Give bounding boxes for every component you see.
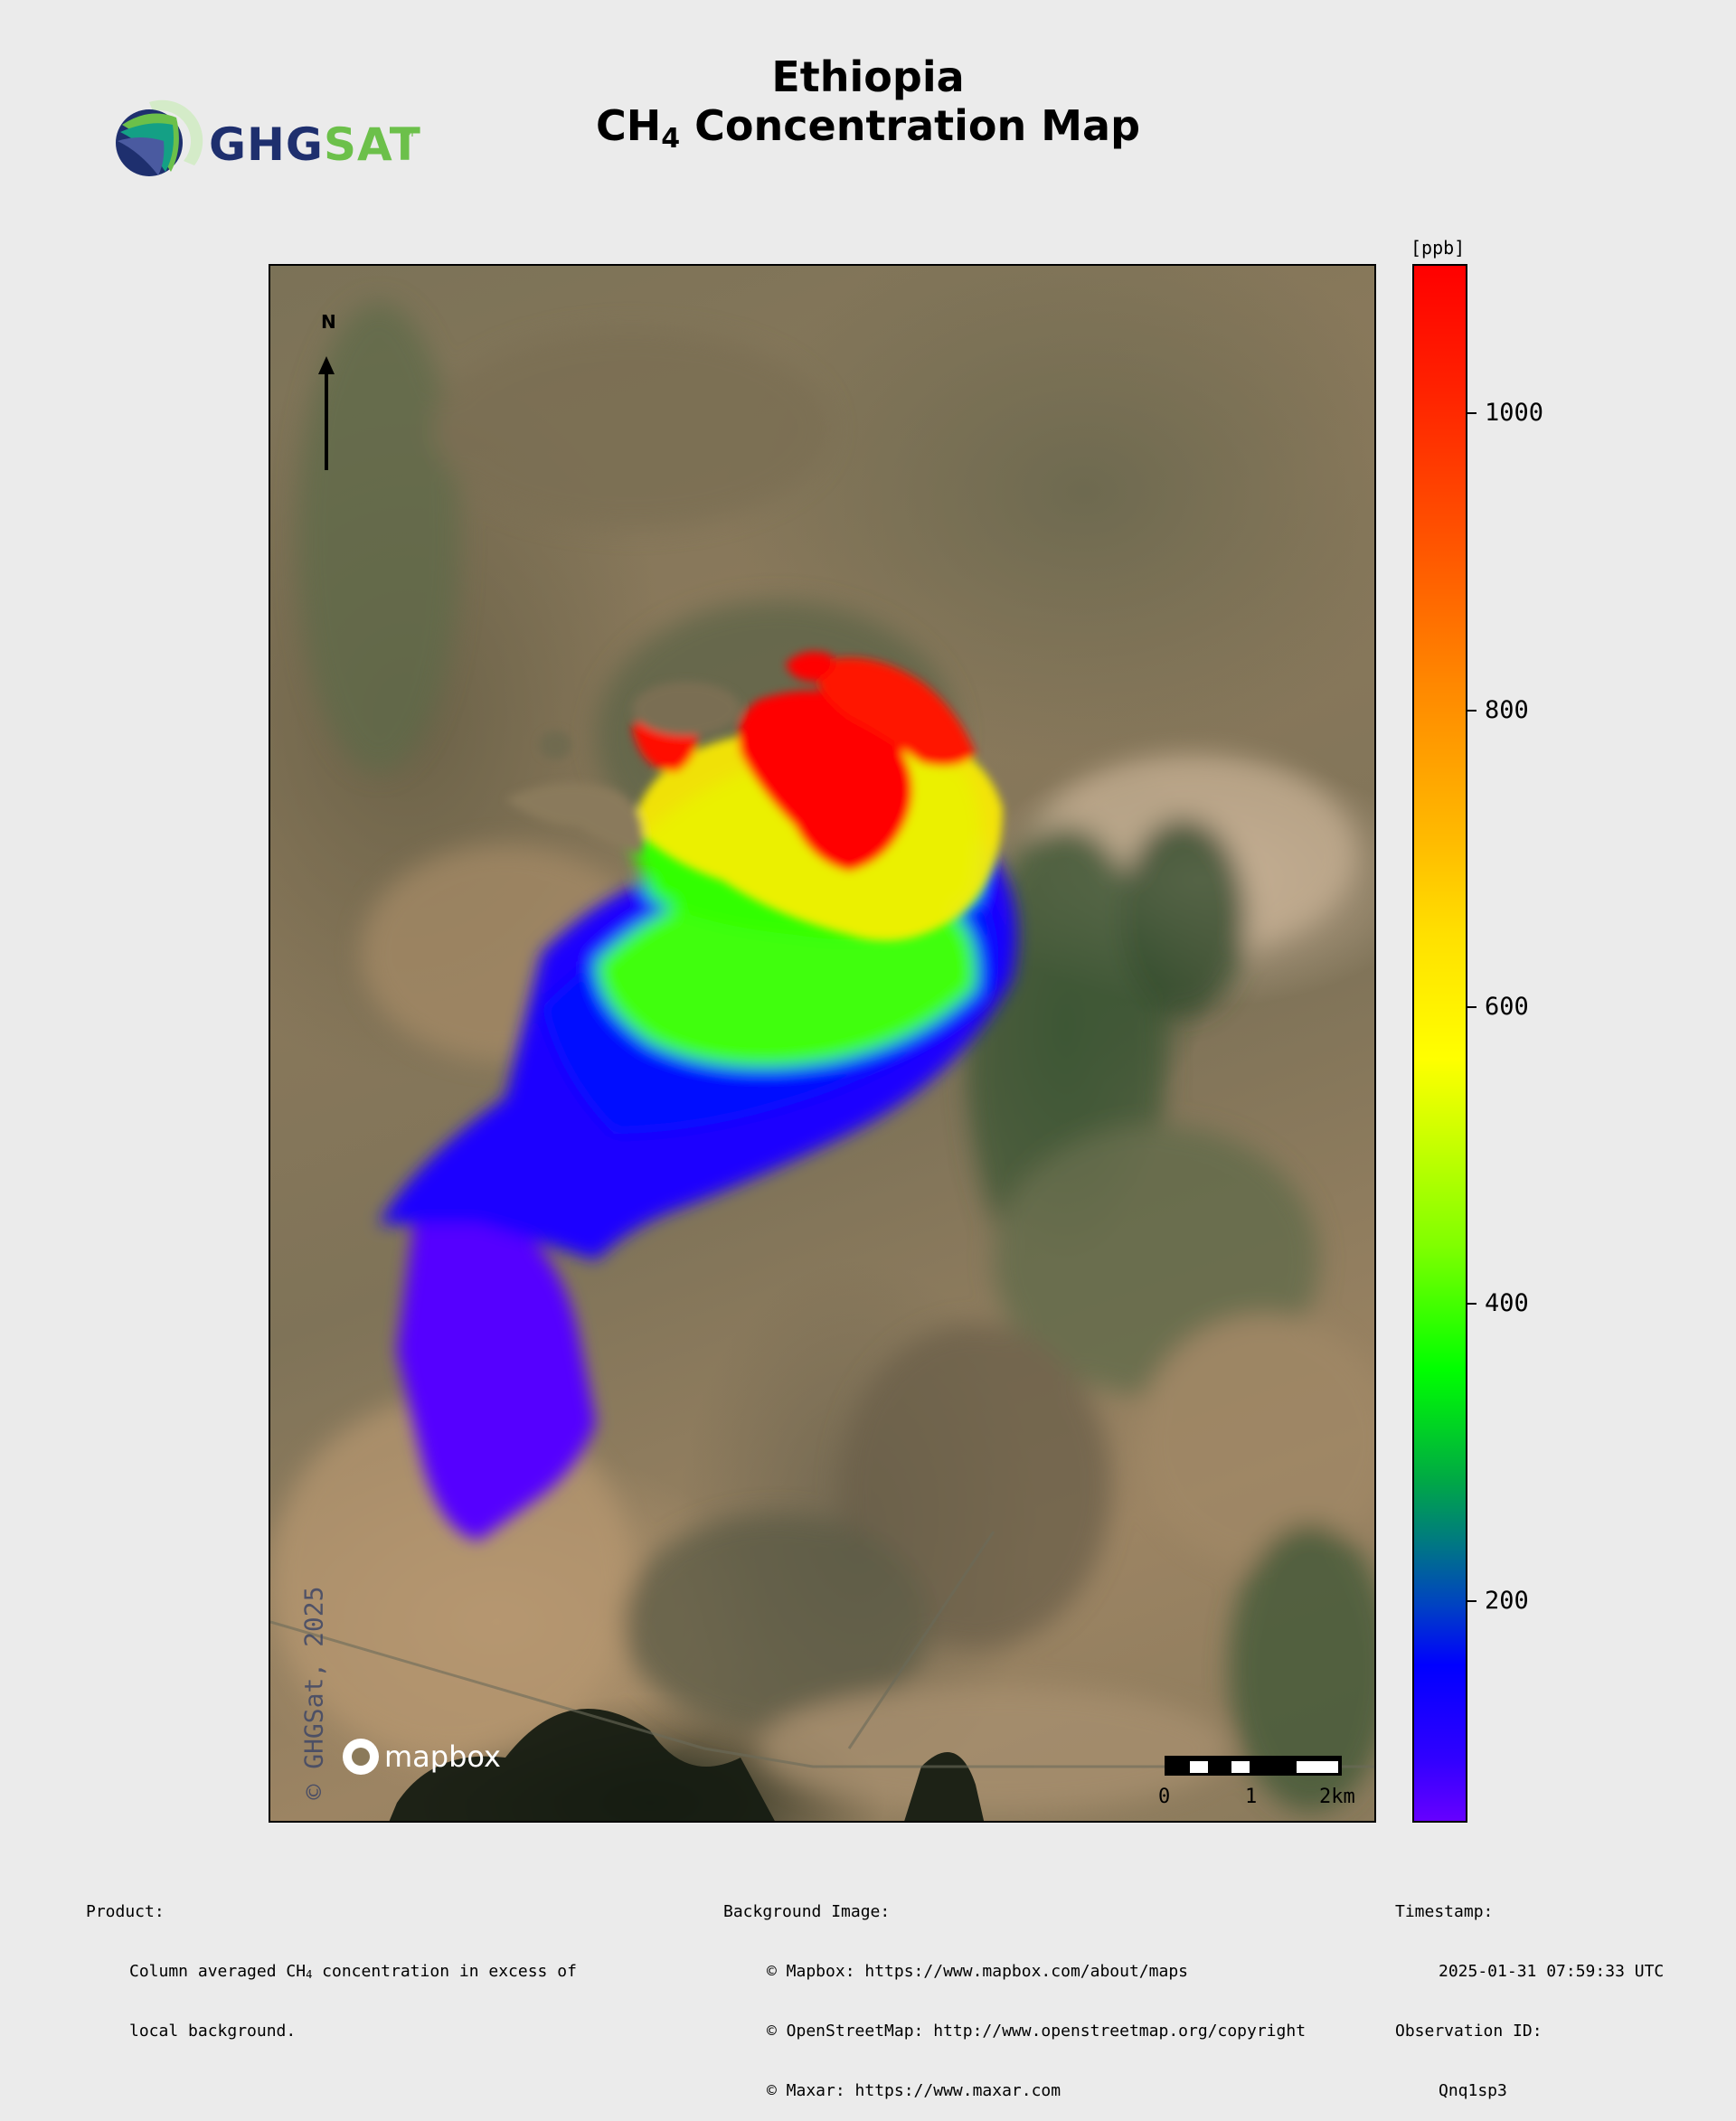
product-label: Product: [86, 1902, 165, 1921]
colorbar-tick [1467, 1303, 1477, 1305]
observation-id-value: Qnq1sp3 [1439, 2081, 1507, 2100]
north-arrow-icon [318, 356, 335, 374]
product-description-line-1: Column averaged CH4 concentration in exc… [129, 1962, 577, 1981]
mapbox-wordmark: mapbox [384, 1739, 501, 1774]
mapbox-attribution[interactable]: mapbox [343, 1737, 501, 1777]
colorbar-tick [1467, 710, 1477, 712]
satellite-map[interactable]: N © GHGSat, 2025 mapbox 0 1 2km [269, 264, 1376, 1823]
colorbar-tick-label: 600 [1485, 993, 1529, 1021]
background-attribution: Background Image: © Mapbox: https://www.… [723, 1862, 1306, 2121]
colorbar-tick [1467, 1600, 1477, 1602]
observation-meta: Timestamp: 2025-01-31 07:59:33 UTC Obser… [1395, 1862, 1664, 2121]
background-label: Background Image: [723, 1902, 891, 1921]
mapbox-logo-icon [343, 1739, 379, 1775]
product-info: Product: Column averaged CH4 concentrati… [86, 1862, 577, 2061]
colorbar-tick-label: 800 [1485, 696, 1529, 724]
colorbar-unit-label: [ppb] [1410, 237, 1466, 259]
title-line-2: CH4 Concentration Map [595, 101, 1141, 155]
colorbar-tick [1467, 1006, 1477, 1008]
attribution-maxar: © Maxar: https://www.maxar.com [767, 2081, 1061, 2100]
colorbar-tick [1467, 412, 1477, 414]
scale-bar-segment [1297, 1761, 1338, 1773]
timestamp-label: Timestamp: [1395, 1902, 1494, 1921]
logo-wordmark: GHGSAT [209, 118, 421, 171]
colorbar-tick-label: 400 [1485, 1289, 1529, 1317]
colorbar-tick-label: 200 [1485, 1587, 1529, 1615]
north-arrow-shaft [325, 372, 328, 470]
colorbar [1412, 264, 1467, 1823]
title-line-1: Ethiopia [771, 52, 965, 101]
north-label: N [321, 311, 336, 333]
scale-label-2km: 2km [1319, 1786, 1355, 1808]
ghgsat-logo-icon [116, 99, 203, 176]
attribution-openstreetmap: © OpenStreetMap: http://www.openstreetma… [767, 2022, 1307, 2041]
timestamp-value: 2025-01-31 07:59:33 UTC [1439, 1962, 1665, 1981]
scale-bar-segment [1190, 1761, 1208, 1773]
scale-label-0: 0 [1158, 1786, 1171, 1808]
page-title: Ethiopia CH4 Concentration Map [0, 52, 1736, 155]
copyright-watermark: © GHGSat, 2025 [298, 1586, 329, 1800]
colorbar-tick-label: 1000 [1485, 399, 1544, 427]
scale-bar [1165, 1756, 1342, 1776]
logo-trademark: TM [398, 127, 414, 139]
attribution-mapbox: © Mapbox: https://www.mapbox.com/about/m… [767, 1962, 1188, 1981]
observation-id-label: Observation ID: [1395, 2022, 1543, 2041]
methane-plume-overlay [379, 651, 1017, 1541]
scale-bar-segment [1231, 1761, 1250, 1773]
terrain-texture [270, 302, 1374, 1821]
product-description-line-2: local background. [129, 2022, 297, 2041]
scale-label-1: 1 [1245, 1786, 1258, 1808]
